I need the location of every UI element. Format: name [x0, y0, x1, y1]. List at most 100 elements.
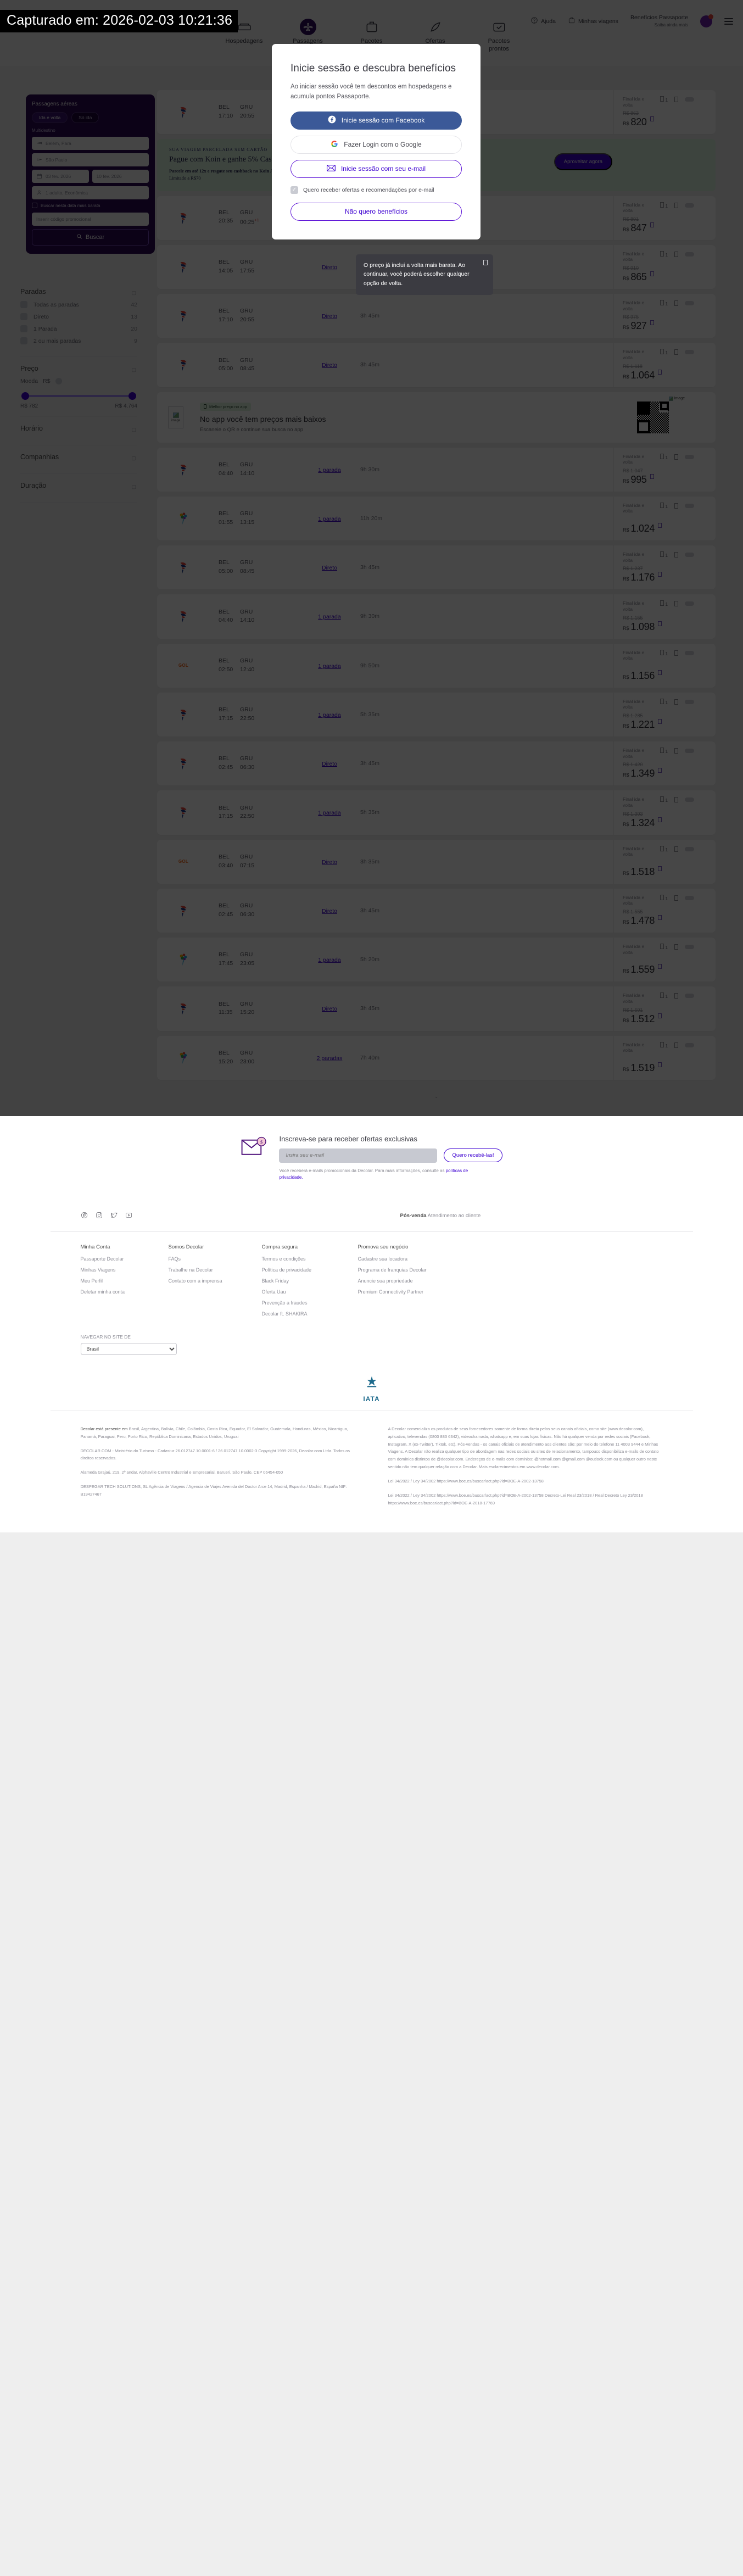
footer-link[interactable]: Política de privacidade — [261, 1267, 312, 1273]
chevron-icon[interactable]: ▢ — [131, 484, 136, 489]
compare-toggle[interactable] — [685, 994, 695, 999]
footer-link[interactable]: Anuncie sua propriedade — [357, 1278, 413, 1284]
info-icon[interactable] — [658, 1062, 662, 1067]
stops-cell[interactable]: 1 parada — [304, 465, 355, 475]
stops-cell[interactable]: Direto — [304, 857, 355, 867]
search-button[interactable]: Buscar — [32, 229, 149, 246]
koin-cta-button[interactable]: Aproveitar agora — [554, 153, 612, 171]
stops-link[interactable]: Direto — [321, 313, 337, 320]
stops-link[interactable]: 1 parada — [318, 957, 341, 964]
compare-toggle[interactable] — [685, 350, 695, 355]
info-icon[interactable] — [658, 719, 662, 724]
twitter-icon[interactable] — [110, 1212, 118, 1222]
table-row[interactable]: BEL GRU 15:20 23:00 2 paradas 7h 40m Final ida… — [157, 1035, 716, 1080]
avatar[interactable] — [700, 14, 713, 27]
table-row[interactable]: BEL GRU 02:45 06:30 Direto 3h 45m Final ida e … — [157, 741, 716, 786]
posventa-text[interactable]: Atendimento ao cliente — [427, 1212, 481, 1219]
newsletter-subscribe-button[interactable]: Quero recebê-las! — [444, 1148, 502, 1163]
stops-cell[interactable]: 1 parada — [304, 661, 355, 671]
stops-link[interactable]: 2 paradas — [316, 1055, 343, 1062]
pagination-indicator[interactable]: ⌄ — [434, 1093, 439, 1099]
stops-link[interactable]: 1 parada — [318, 662, 341, 670]
compare-toggle[interactable] — [685, 1042, 695, 1047]
stops-cell[interactable]: Direto — [304, 1003, 355, 1013]
stops-link[interactable]: Direto — [321, 565, 337, 572]
filter-option-1-parada[interactable]: 1 Parada 20 — [20, 325, 137, 332]
info-icon[interactable] — [658, 768, 662, 773]
table-row[interactable]: BEL GRU 17:45 23:05 1 parada 5h 20m Final ida … — [157, 938, 716, 982]
slider-min-handle[interactable] — [21, 392, 29, 400]
footer-link[interactable]: Deletar minha conta — [80, 1289, 125, 1295]
price-slider[interactable] — [21, 392, 136, 400]
stops-cell[interactable]: 1 parada — [304, 611, 355, 621]
stops-cell[interactable]: Direto — [304, 562, 355, 572]
youtube-icon[interactable] — [125, 1212, 132, 1222]
privacy-policy-link[interactable]: políticas de privacidade. — [279, 1168, 468, 1180]
compare-toggle[interactable] — [685, 945, 695, 950]
country-select[interactable]: BrasilArgentinaChileMéxico — [80, 1342, 177, 1355]
compare-toggle[interactable] — [685, 650, 695, 655]
table-row[interactable]: BEL GRU 01:55 13:15 1 parada 11h 20m Final ida… — [157, 496, 716, 541]
footer-link[interactable]: Minhas Viagens — [80, 1267, 116, 1273]
table-row[interactable]: GOL BEL GRU 02:50 12:40 1 parada 9h 50m Final i… — [157, 643, 716, 688]
footer-link[interactable]: Passaporte Decolar — [80, 1256, 124, 1262]
filter-section-horario[interactable]: ▢ Horário — [20, 417, 137, 445]
promo-code-input[interactable]: Inserir código promocional — [32, 213, 149, 226]
compare-toggle[interactable] — [685, 301, 695, 306]
table-row[interactable]: BEL GRU 05:00 08:45 Direto 3h 45m Final ida e … — [157, 343, 716, 387]
info-icon[interactable] — [650, 222, 654, 227]
stops-cell[interactable]: Direto — [304, 906, 355, 916]
filter-option-2-mais[interactable]: 2 ou mais paradas 9 — [20, 337, 137, 344]
stops-link[interactable]: Direto — [321, 264, 337, 271]
compare-toggle[interactable] — [685, 846, 695, 851]
compare-toggle[interactable] — [685, 553, 695, 557]
footer-link[interactable]: Trabalhe na Decolar — [168, 1267, 213, 1273]
table-row[interactable]: BEL GRU 17:15 22:50 1 parada 5h 35m Final ida … — [157, 790, 716, 835]
tab-ida-e-volta[interactable]: Ida e volta — [32, 112, 68, 123]
filter-option-direto[interactable]: Direto 13 — [20, 313, 137, 320]
instagram-icon[interactable] — [96, 1212, 103, 1222]
info-icon[interactable] — [658, 866, 662, 871]
footer-link[interactable]: Premium Connectivity Partner — [357, 1289, 424, 1295]
tab-so-ida[interactable]: Só ida — [71, 112, 99, 123]
info-icon[interactable] — [658, 621, 662, 626]
stops-link[interactable]: Direto — [321, 362, 337, 369]
stops-cell[interactable]: Direto — [304, 759, 355, 768]
table-row[interactable]: BEL GRU 02:45 06:30 Direto 3h 45m Final ida e … — [157, 888, 716, 933]
footer-link[interactable]: Decolar ft. SHAKIRA — [261, 1311, 308, 1317]
facebook-login-button[interactable]: Inicie sessão com Facebook — [291, 111, 462, 130]
dismiss-benefits-button[interactable]: Não quero benefícios — [291, 202, 462, 221]
currency-row[interactable]: Moeda R$ — [20, 378, 137, 384]
compare-toggle[interactable] — [685, 798, 695, 802]
stops-cell[interactable]: 1 parada — [304, 955, 355, 964]
date-to-input[interactable]: 10 fev. 2026 — [92, 170, 149, 183]
filter-option-todas[interactable]: Todas as paradas 42 — [20, 301, 137, 308]
compare-toggle[interactable] — [685, 252, 695, 257]
footer-link[interactable]: Cadastre sua locadora — [357, 1256, 408, 1262]
multidestino-link[interactable]: Multidestino — [32, 128, 55, 133]
compare-toggle[interactable] — [685, 503, 695, 508]
date-from-input[interactable]: 03 fev. 2026 — [32, 170, 89, 183]
stops-cell[interactable]: 1 parada — [304, 710, 355, 720]
stops-cell[interactable]: Direto — [304, 311, 355, 321]
stops-cell[interactable]: 2 paradas — [304, 1053, 355, 1063]
info-icon[interactable] — [658, 523, 662, 528]
info-icon[interactable] — [658, 1013, 662, 1018]
checkbox-icon[interactable] — [20, 337, 27, 344]
stops-cell[interactable]: Direto — [304, 360, 355, 370]
info-icon[interactable] — [650, 271, 654, 277]
compare-toggle[interactable] — [685, 895, 695, 900]
info-icon[interactable] — [650, 116, 654, 122]
stops-link[interactable]: Direto — [321, 907, 337, 915]
menu-icon[interactable] — [724, 16, 733, 26]
chevron-icon[interactable]: ▢ — [131, 367, 136, 372]
table-row[interactable]: BEL GRU 04:40 14:10 1 parada 9h 30m Final ida … — [157, 594, 716, 639]
footer-link[interactable]: Contato com a imprensa — [168, 1278, 222, 1284]
stops-link[interactable]: Direto — [321, 761, 337, 768]
compare-toggle[interactable] — [685, 203, 695, 208]
destination-input[interactable]: São Paulo — [32, 153, 149, 166]
footer-link[interactable]: Oferta Uau — [261, 1289, 286, 1295]
slider-max-handle[interactable] — [129, 392, 136, 400]
info-icon[interactable] — [658, 915, 662, 921]
info-icon[interactable] — [658, 964, 662, 969]
